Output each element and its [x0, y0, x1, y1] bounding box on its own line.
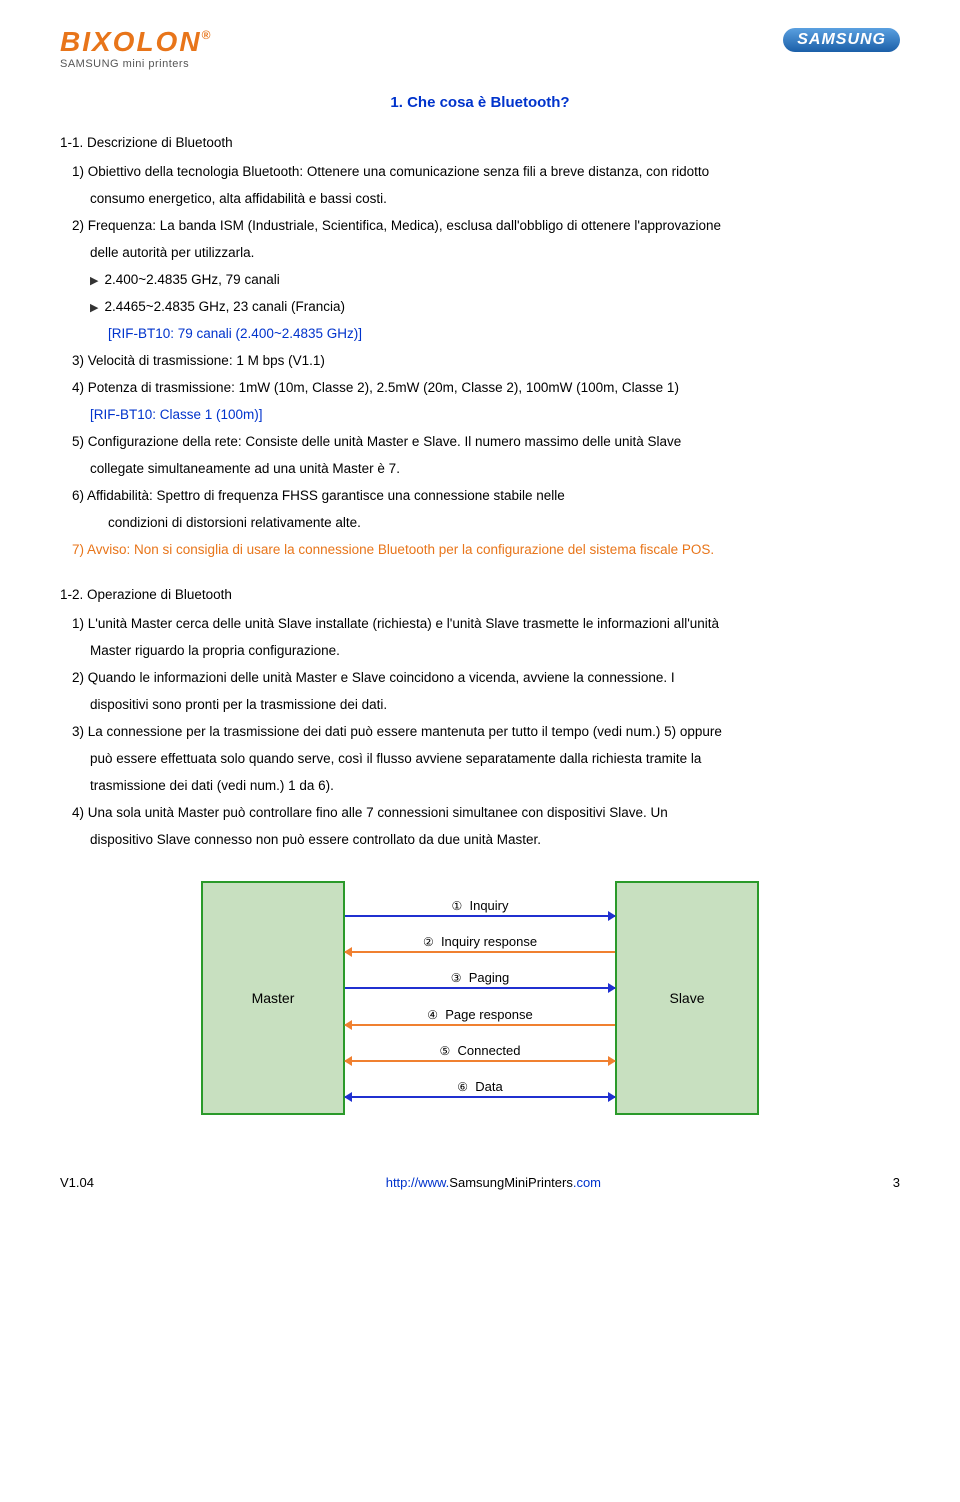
- bluetooth-diagram: Master ① Inquiry ② Inquiry response ③ Pa…: [60, 881, 900, 1115]
- s2-p4a: 4) Una sola unità Master può controllare…: [60, 799, 900, 826]
- s1-p5b: collegate simultaneamente ad una unità M…: [60, 455, 900, 482]
- s1-bullet2: 2.4465~2.4835 GHz, 23 canali (Francia): [60, 293, 900, 320]
- slave-box: Slave: [615, 881, 759, 1115]
- s1-p2b: delle autorità per utilizzarla.: [60, 239, 900, 266]
- arrow-paging: ③ Paging: [345, 970, 615, 989]
- page-footer: V1.04 http://www.SamsungMiniPrinters.com…: [60, 1175, 900, 1190]
- version-label: V1.04: [60, 1175, 94, 1190]
- arrow-inquiry: ① Inquiry: [345, 898, 615, 917]
- s1-p1a: 1) Obiettivo della tecnologia Bluetooth:…: [60, 158, 900, 185]
- arrow-data: ⑥ Data: [345, 1079, 615, 1098]
- s1-rif2: [RIF-BT10: Classe 1 (100m)]: [60, 401, 900, 428]
- section-2: 1-2. Operazione di Bluetooth 1) L'unità …: [60, 581, 900, 853]
- s1-p7: 7) Avviso: Non si consiglia di usare la …: [60, 536, 900, 563]
- s2-p3a: 3) La connessione per la trasmissione de…: [60, 718, 900, 745]
- footer-url: http://www.SamsungMiniPrinters.com: [386, 1175, 601, 1190]
- s1-p5a: 5) Configurazione della rete: Consiste d…: [60, 428, 900, 455]
- s1-p6a: 6) Affidabilità: Spettro di frequenza FH…: [60, 482, 900, 509]
- samsung-logo: SAMSUNG: [783, 28, 900, 52]
- s1-p6b: condizioni di distorsioni relativamente …: [60, 509, 900, 536]
- section-1: 1-1. Descrizione di Bluetooth 1) Obietti…: [60, 129, 900, 563]
- s2-p3b: può essere effettuata solo quando serve,…: [60, 745, 900, 772]
- s2-p4b: dispositivo Slave connesso non può esser…: [60, 826, 900, 853]
- section-title: 1. Che cosa è Bluetooth?: [60, 94, 900, 111]
- s2-p2b: dispositivi sono pronti per la trasmissi…: [60, 691, 900, 718]
- bixolon-sub: SAMSUNG mini printers: [60, 58, 210, 70]
- arrow-inquiry-response: ② Inquiry response: [345, 934, 615, 953]
- bixolon-logo: BIXOLON ® SAMSUNG mini printers: [60, 28, 210, 70]
- s2-p3c: trasmissione dei dati (vedi num.) 1 da 6…: [60, 772, 900, 799]
- s1-p2a: 2) Frequenza: La banda ISM (Industriale,…: [60, 212, 900, 239]
- s2-heading: 1-2. Operazione di Bluetooth: [60, 581, 900, 608]
- s1-heading: 1-1. Descrizione di Bluetooth: [60, 129, 900, 156]
- s1-rif1: [RIF-BT10: 79 canali (2.400~2.4835 GHz)]: [60, 320, 900, 347]
- s2-p1a: 1) L'unità Master cerca delle unità Slav…: [60, 610, 900, 637]
- page-number: 3: [893, 1175, 900, 1190]
- s2-p1b: Master riguardo la propria configurazion…: [60, 637, 900, 664]
- arrow-connected: ⑤ Connected: [345, 1043, 615, 1062]
- s1-p1b: consumo energetico, alta affidabilità e …: [60, 185, 900, 212]
- page-header: BIXOLON ® SAMSUNG mini printers SAMSUNG: [60, 28, 900, 70]
- arrow-page-response: ④ Page response: [345, 1007, 615, 1026]
- s1-p3: 3) Velocità di trasmissione: 1 M bps (V1…: [60, 347, 900, 374]
- s1-p4: 4) Potenza di trasmissione: 1mW (10m, Cl…: [60, 374, 900, 401]
- master-box: Master: [201, 881, 345, 1115]
- bixolon-name: BIXOLON: [60, 28, 202, 56]
- s2-p2a: 2) Quando le informazioni delle unità Ma…: [60, 664, 900, 691]
- registered-icon: ®: [202, 28, 211, 42]
- s1-bullet1: 2.400~2.4835 GHz, 79 canali: [60, 266, 900, 293]
- arrow-column: ① Inquiry ② Inquiry response ③ Paging ④ …: [345, 881, 615, 1115]
